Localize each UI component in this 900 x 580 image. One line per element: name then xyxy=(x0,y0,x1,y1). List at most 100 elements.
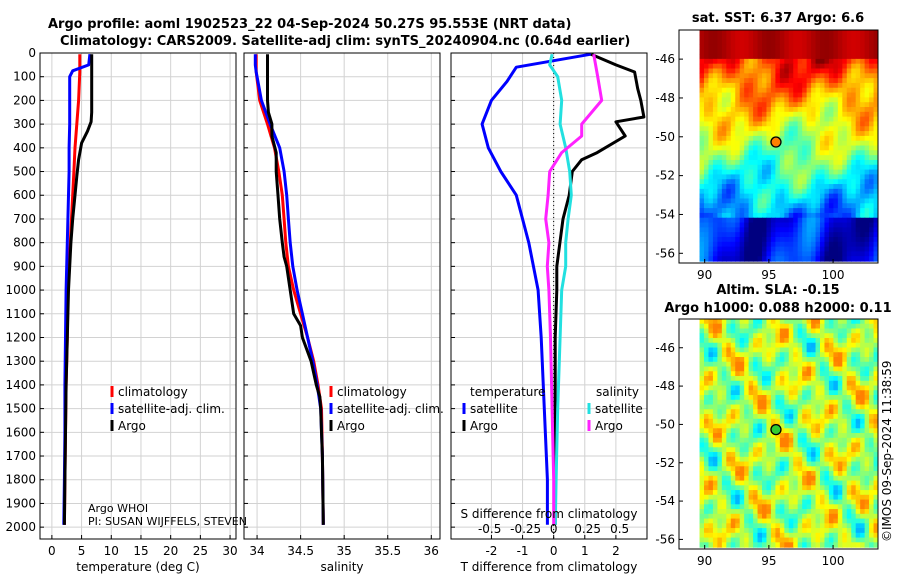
map-cell xyxy=(757,49,763,55)
map-cell xyxy=(739,87,745,94)
map-cell xyxy=(762,433,768,439)
map-cell xyxy=(820,97,826,103)
map-cell xyxy=(864,155,870,161)
map-cell xyxy=(704,333,710,339)
map-cell xyxy=(757,87,763,94)
map-cell xyxy=(820,30,826,36)
map-cell xyxy=(708,542,714,548)
map-cell xyxy=(797,63,803,70)
map-cell xyxy=(704,361,710,368)
map-cell xyxy=(833,155,839,161)
map-cell xyxy=(815,509,821,515)
map-cell xyxy=(806,145,812,151)
map-cell xyxy=(797,155,803,161)
map-cell xyxy=(748,39,754,46)
map-cell xyxy=(735,376,741,382)
map-cell xyxy=(784,102,790,108)
map-cell xyxy=(788,222,794,228)
map-cell xyxy=(824,433,830,439)
map-cell xyxy=(820,442,826,448)
map-cell xyxy=(811,44,817,50)
map-cell xyxy=(820,159,826,166)
map-cell xyxy=(784,241,790,248)
map-cell xyxy=(717,361,723,368)
map-cell xyxy=(833,34,839,41)
map-cell xyxy=(712,135,718,142)
map-cell xyxy=(762,102,768,108)
map-cell xyxy=(842,256,848,262)
map-cell xyxy=(797,319,803,325)
map-cell xyxy=(699,466,705,472)
map-cell xyxy=(806,456,812,463)
map-cell xyxy=(770,73,776,79)
map-cell xyxy=(833,256,839,262)
map-cell xyxy=(864,504,870,510)
map-cell xyxy=(775,198,781,204)
map-cell xyxy=(708,63,714,70)
map-cell xyxy=(753,121,759,127)
map-cell xyxy=(762,212,768,219)
map-cell xyxy=(762,499,768,505)
map-cell xyxy=(730,44,736,50)
map-cell xyxy=(766,236,772,243)
map-cell xyxy=(873,338,878,344)
map-cell xyxy=(873,518,878,524)
map-cell xyxy=(699,78,705,84)
y-tick-label: 1000 xyxy=(5,283,36,297)
map-cell xyxy=(704,82,710,89)
map-cell xyxy=(721,437,727,444)
map-cell xyxy=(744,97,750,103)
map-cell xyxy=(753,376,759,382)
map-cell xyxy=(744,256,750,262)
map-cell xyxy=(784,490,790,496)
map-cell xyxy=(806,68,812,74)
map-cell xyxy=(708,78,714,84)
map-cell xyxy=(757,150,763,156)
map-cell xyxy=(797,447,803,453)
map-cell xyxy=(833,542,839,548)
map-cell xyxy=(762,452,768,458)
map-cell xyxy=(864,513,870,520)
map-cell xyxy=(766,102,772,108)
map-cell xyxy=(811,78,817,84)
map-cell xyxy=(757,54,763,60)
map-cell xyxy=(699,504,705,510)
map-cell xyxy=(864,251,870,257)
map-cell xyxy=(806,361,812,368)
map-cell xyxy=(779,461,785,467)
map-cell xyxy=(735,236,741,243)
map-cell xyxy=(762,528,768,534)
map-cell xyxy=(864,73,870,79)
map-cell xyxy=(855,376,861,382)
map-cell xyxy=(869,404,875,410)
map-cell xyxy=(762,131,768,137)
map-cell xyxy=(824,63,830,70)
map-cell xyxy=(860,174,866,180)
map-cell xyxy=(851,140,857,147)
map-cell xyxy=(730,150,736,156)
map-cell xyxy=(753,494,759,501)
map-cell xyxy=(744,73,750,79)
map-cell xyxy=(753,232,759,238)
map-cell xyxy=(811,116,817,123)
map-cell xyxy=(770,342,776,349)
map-cell xyxy=(842,452,848,458)
map-cell xyxy=(744,461,750,467)
map-cell xyxy=(717,155,723,161)
map-cell xyxy=(846,518,852,524)
map-cell xyxy=(708,68,714,74)
map-cell xyxy=(775,126,781,132)
map-cell xyxy=(699,217,705,224)
map-cell xyxy=(824,145,830,151)
map-cell xyxy=(739,155,745,161)
map-cell xyxy=(869,188,875,195)
map-cell xyxy=(828,203,834,209)
map-cell xyxy=(860,433,866,439)
map-cell xyxy=(704,222,710,228)
map-cell xyxy=(748,361,754,368)
map-cell xyxy=(855,466,861,472)
map-cell xyxy=(753,532,759,539)
map-cell xyxy=(726,227,732,233)
map-cell xyxy=(802,63,808,70)
map-cell xyxy=(820,395,826,401)
